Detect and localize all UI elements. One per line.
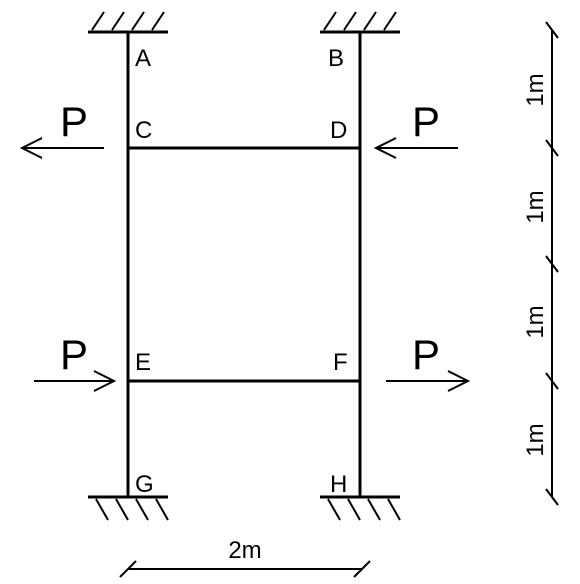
node-label-g: G <box>135 471 154 498</box>
fixed-support-bottom-right <box>320 497 400 520</box>
node-label-h: H <box>330 471 347 498</box>
node-label-c: C <box>135 117 152 144</box>
load-label-d: P <box>412 98 440 145</box>
dimension-label-width: 2m <box>228 537 261 564</box>
node-label-f: F <box>333 349 348 376</box>
node-label-e: E <box>135 349 151 376</box>
dimension-label-h4: 1m <box>522 423 549 456</box>
load-label-f: P <box>412 331 440 378</box>
node-label-d: D <box>330 117 347 144</box>
load-label-c: P <box>60 98 88 145</box>
fixed-support-top-right <box>320 12 400 32</box>
dimension-label-h2: 1m <box>522 190 549 223</box>
load-label-e: P <box>60 331 88 378</box>
dimension-label-h3: 1m <box>522 305 549 338</box>
fixed-support-bottom-left <box>88 497 168 520</box>
node-label-a: A <box>135 45 151 72</box>
dimension-label-h1: 1m <box>522 73 549 106</box>
node-label-b: B <box>328 45 344 72</box>
fixed-support-top-left <box>88 12 168 32</box>
